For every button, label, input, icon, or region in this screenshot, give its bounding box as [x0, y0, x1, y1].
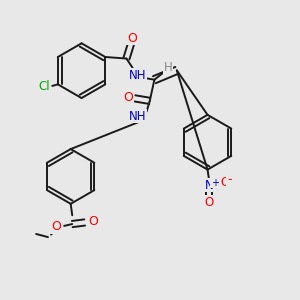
- Text: O: O: [127, 32, 137, 44]
- Text: NH: NH: [129, 69, 147, 82]
- Text: N: N: [205, 178, 214, 192]
- Text: O: O: [220, 176, 229, 188]
- Text: -: -: [227, 173, 232, 186]
- Text: H: H: [164, 61, 172, 74]
- Text: O: O: [51, 220, 61, 233]
- Text: O: O: [205, 196, 214, 209]
- Text: Cl: Cl: [38, 80, 50, 93]
- Text: O: O: [124, 91, 134, 103]
- Text: O: O: [88, 215, 98, 228]
- Text: NH: NH: [129, 110, 147, 123]
- Text: +: +: [211, 178, 219, 188]
